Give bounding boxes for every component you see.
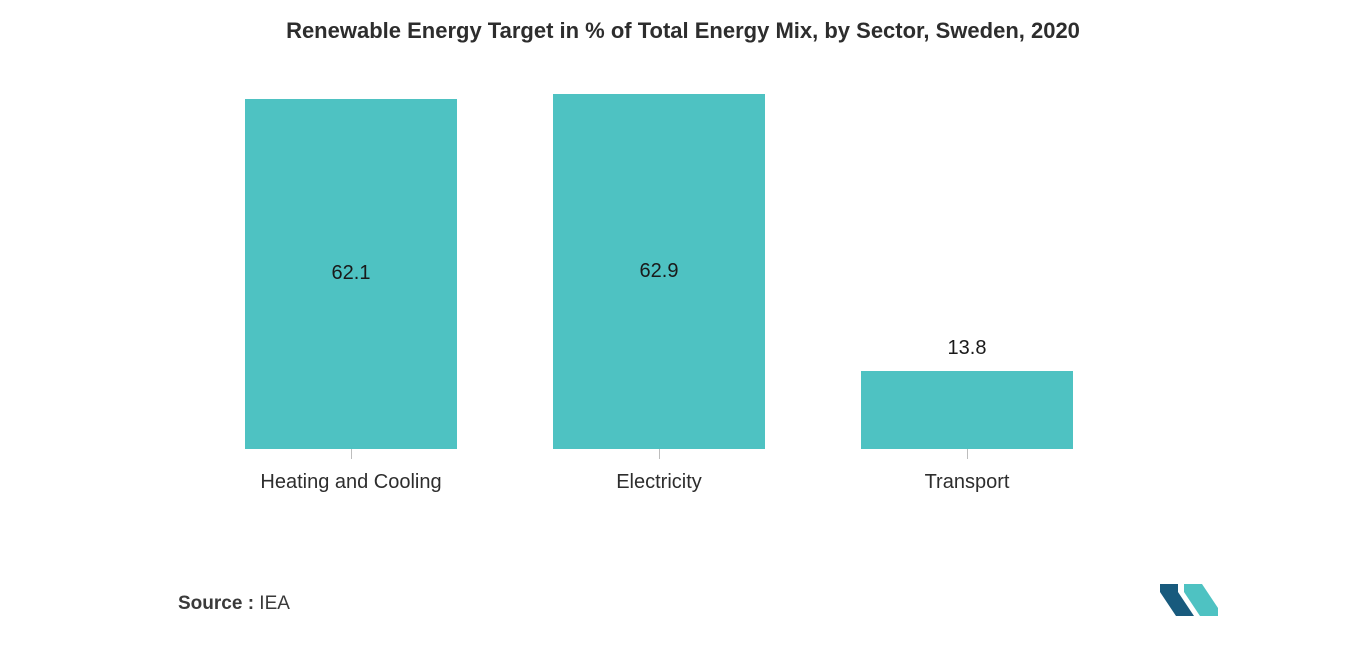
chart-container: Renewable Energy Target in % of Total En…	[0, 0, 1366, 655]
axis-tick	[967, 449, 968, 459]
chart-title: Renewable Energy Target in % of Total En…	[140, 18, 1226, 44]
plot-area: 62.1 62.9 13.8	[245, 94, 1226, 449]
axis-tick	[351, 449, 352, 459]
bar: 62.9	[553, 94, 765, 449]
source-value: IEA	[254, 593, 290, 614]
source-attribution: Source : IEA	[178, 593, 290, 615]
x-axis: Heating and Cooling Electricity Transport	[245, 449, 1226, 495]
category-label: Electricity	[553, 469, 765, 495]
x-axis-item: Transport	[861, 449, 1073, 495]
category-label: Transport	[861, 469, 1073, 495]
source-label: Source :	[178, 593, 254, 614]
category-label: Heating and Cooling	[245, 469, 457, 495]
brand-logo	[1156, 582, 1226, 623]
bar: 13.8	[861, 371, 1073, 449]
bar-value-label: 13.8	[948, 337, 987, 360]
x-axis-item: Heating and Cooling	[245, 449, 457, 495]
bar: 62.1	[245, 99, 457, 449]
x-axis-item: Electricity	[553, 449, 765, 495]
bar-value-label: 62.1	[332, 262, 371, 285]
bar-value-label: 62.9	[640, 260, 679, 283]
axis-tick	[659, 449, 660, 459]
